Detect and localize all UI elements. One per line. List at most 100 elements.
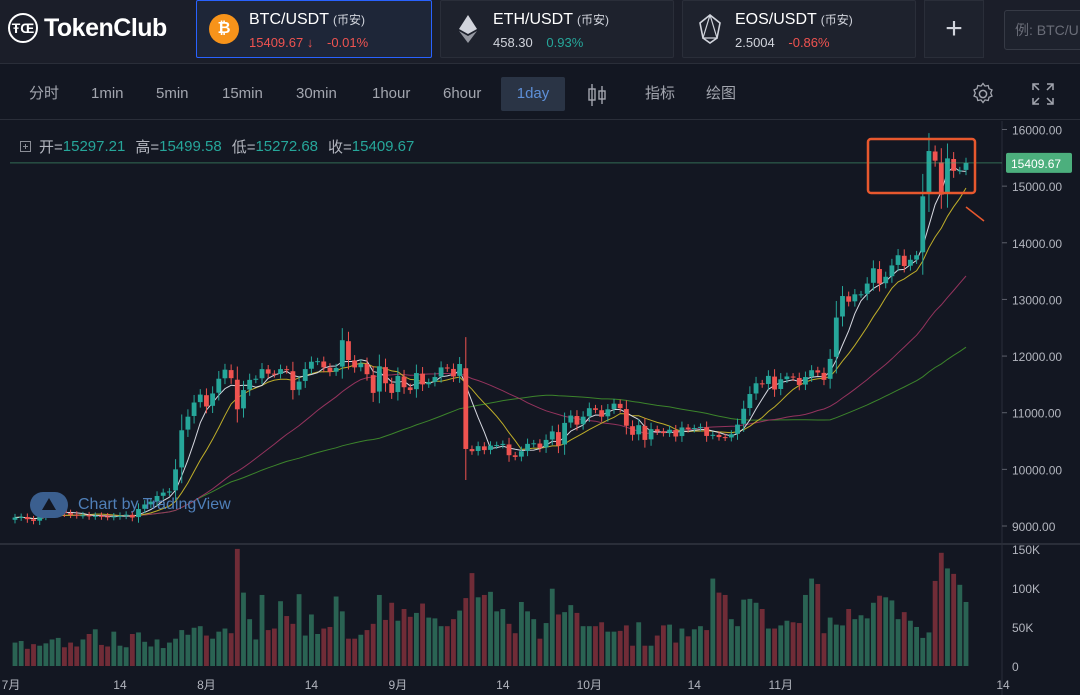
interval-timeline[interactable]: 分时: [29, 85, 60, 102]
volume-bar: [667, 624, 672, 666]
volume-bar: [870, 602, 876, 666]
volume-bar: [37, 645, 43, 666]
volume-bar: [315, 633, 320, 666]
candle-body: [840, 296, 845, 317]
candle-body: [957, 170, 963, 172]
candle-body: [846, 296, 852, 302]
gear-icon[interactable]: [971, 82, 995, 106]
indicators-button[interactable]: 指标: [645, 85, 676, 102]
candle-body: [315, 361, 320, 363]
candle-body: [870, 268, 876, 283]
volume-bar: [698, 626, 703, 666]
candle-body: [222, 369, 228, 379]
candle-body: [413, 373, 419, 390]
candle-body: [129, 514, 135, 518]
candle-body: [556, 432, 561, 446]
candle-body: [599, 410, 605, 417]
interval-1day[interactable]: 1day: [501, 77, 565, 111]
volume-bar: [648, 645, 654, 666]
candle-body: [216, 378, 222, 393]
candle-body: [710, 434, 716, 436]
ticker-btc-usdt[interactable]: ₿ BTC/USDT (币安) 15409.67 ↓ -0.01%: [196, 0, 432, 58]
candle-body: [142, 504, 148, 509]
interval-5min[interactable]: 5min: [156, 85, 189, 102]
volume-bar: [265, 630, 271, 666]
volume-bar: [68, 642, 73, 666]
add-ticker-button[interactable]: +: [924, 0, 984, 58]
open-value: 15297.21: [62, 138, 126, 155]
interval-1hour[interactable]: 1hour: [372, 85, 411, 102]
interval-6hour[interactable]: 6hour: [443, 85, 482, 102]
candle-body: [914, 255, 920, 260]
candle-style-icon[interactable]: [586, 82, 610, 106]
tokenclub-logo[interactable]: ŦŒ TokenClub: [8, 12, 167, 44]
candle-body: [623, 409, 629, 426]
price-chart[interactable]: 16000.00 15000.00 14000.00 13000.00 12000.00…: [0, 121, 1080, 695]
volume-bar: [623, 625, 629, 666]
candle-body: [370, 375, 376, 393]
search-input[interactable]: [1004, 10, 1080, 50]
volume-bar: [778, 625, 784, 666]
interval-1min[interactable]: 1min: [91, 85, 124, 102]
candle-body: [858, 294, 864, 296]
candle-body: [457, 364, 463, 376]
fullscreen-icon[interactable]: [1031, 82, 1055, 106]
volume-bar: [451, 619, 456, 666]
last-price-label: 15409.67: [1011, 157, 1061, 171]
volume-bar: [352, 638, 358, 666]
candle-body: [951, 159, 957, 171]
volume-bar: [753, 602, 759, 666]
volume-bar: [691, 629, 697, 666]
ticker-change: -0.86%: [788, 35, 830, 50]
candle-body: [204, 395, 209, 407]
candle-body: [179, 430, 185, 468]
volume-bar: [833, 624, 839, 666]
candle-body: [253, 378, 259, 380]
volume-bar: [883, 597, 889, 666]
ma5-line: [14, 166, 967, 520]
volume-bar: [271, 628, 277, 666]
volume-bar: [636, 622, 642, 666]
volume-bar: [920, 637, 926, 666]
volume-bar: [506, 623, 512, 666]
volume-bar: [278, 601, 283, 666]
candle-body: [432, 377, 438, 382]
volume-bar: [92, 629, 98, 666]
volume-bar: [179, 630, 185, 666]
volume-bar: [568, 605, 574, 666]
tradingview-watermark[interactable]: Chart by TradingView: [30, 492, 231, 518]
volume-bar: [611, 631, 617, 666]
volume-bar: [228, 633, 234, 666]
volume-bar: [796, 623, 802, 666]
drawing-button[interactable]: 绘图: [706, 85, 737, 102]
ticker-eos-usdt[interactable]: EOS/USDT (币安) 2.5004 -0.86%: [682, 0, 916, 58]
candle-body: [12, 517, 18, 520]
candle-body: [611, 403, 617, 410]
candle-body: [99, 515, 104, 517]
collapse-legend-icon[interactable]: [20, 141, 31, 152]
candle-body: [327, 367, 333, 372]
candle-body: [728, 434, 734, 438]
volume-bar: [204, 635, 209, 666]
interval-15min[interactable]: 15min: [222, 85, 263, 102]
volume-bar: [593, 626, 598, 666]
interval-30min[interactable]: 30min: [296, 85, 337, 102]
volume-bar: [234, 548, 240, 666]
volume-bar: [512, 633, 518, 666]
volume-bar: [74, 646, 80, 666]
volume-bar: [43, 643, 49, 666]
last-price-tag: [1006, 152, 1072, 173]
candle-body: [420, 373, 425, 385]
ticker-exchange: (币安): [577, 13, 609, 27]
ethereum-icon: [453, 14, 483, 44]
volume-bar: [55, 637, 61, 666]
candle-body: [574, 416, 580, 425]
volume-bar: [185, 634, 191, 666]
volume-bar: [537, 638, 543, 666]
volume-bar: [500, 609, 506, 666]
volume-bar: [852, 619, 858, 666]
candle-body: [759, 383, 765, 385]
candle-body: [376, 366, 382, 392]
ticker-eth-usdt[interactable]: ETH/USDT (币安) 458.30 0.93%: [440, 0, 674, 58]
candle-body: [444, 367, 450, 369]
